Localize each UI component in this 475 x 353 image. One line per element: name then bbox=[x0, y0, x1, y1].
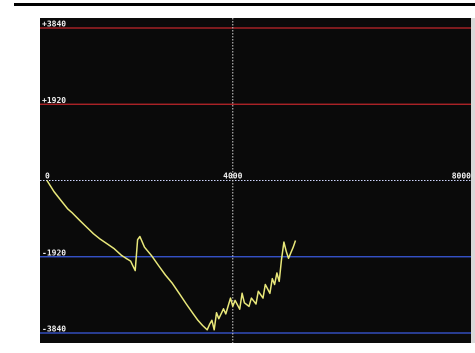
y-tick-label-1: +3840 bbox=[42, 20, 66, 29]
y-tick-label-4: -3840 bbox=[42, 325, 66, 334]
top-bar bbox=[0, 0, 475, 15]
x-tick-label-3: 8000 bbox=[452, 172, 471, 181]
y-tick-label-2: +1920 bbox=[42, 96, 66, 105]
top-rule bbox=[14, 3, 475, 6]
x-tick-label-2: 4000 bbox=[223, 172, 242, 181]
series-line-1 bbox=[46, 180, 297, 331]
bottom-bar bbox=[0, 343, 475, 353]
chart-svg: +3840 +1920 -1920 -3840 0 4000 8000 bbox=[40, 18, 475, 343]
x-tick-label-1: 0 bbox=[45, 172, 50, 181]
y-tick-label-3: -1920 bbox=[42, 248, 66, 257]
plot-area: +3840 +1920 -1920 -3840 0 4000 8000 bbox=[40, 18, 475, 343]
right-edge-strip bbox=[471, 18, 475, 343]
